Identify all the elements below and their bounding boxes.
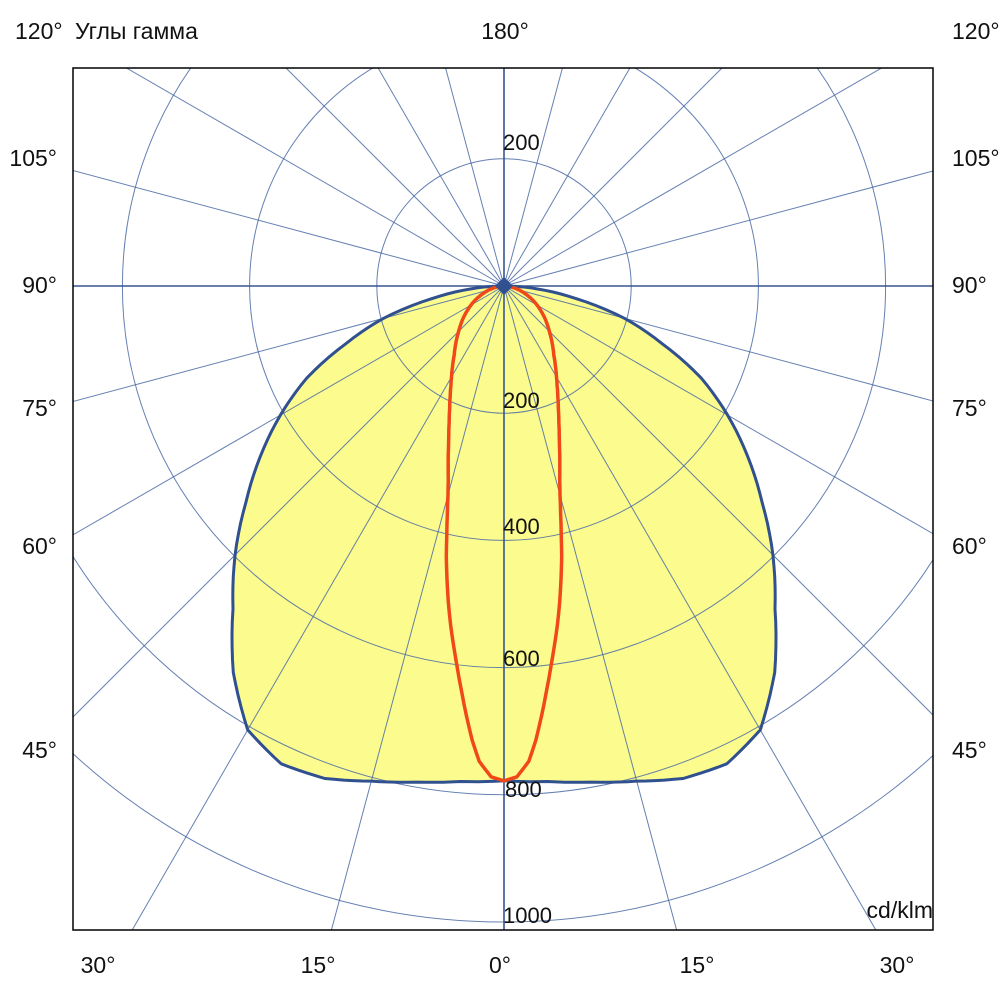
angle-label-top-left: 120° xyxy=(15,18,63,44)
grid-ray xyxy=(503,68,563,287)
angle-label-right: 75° xyxy=(952,395,987,421)
grid-ray xyxy=(125,68,505,287)
grid-ray xyxy=(503,68,631,287)
angle-label-right: 60° xyxy=(952,533,987,559)
grid-ray xyxy=(503,170,933,287)
angle-label-bottom: 15° xyxy=(679,952,715,978)
grid-ray xyxy=(377,68,505,287)
angle-label-bottom: 30° xyxy=(879,952,915,978)
ring-value-label: 200 xyxy=(503,388,540,413)
grid-ray xyxy=(73,169,505,287)
grid-ray xyxy=(503,68,883,287)
grid-ray xyxy=(73,285,505,718)
ring-value-label: 1000 xyxy=(503,903,552,928)
ring-value-label: 400 xyxy=(503,514,540,539)
angle-label-bottom: 30° xyxy=(80,952,116,978)
ring-value-label: 800 xyxy=(505,777,542,802)
angle-label-right: 45° xyxy=(952,737,987,763)
ring-value-label: 600 xyxy=(503,646,540,671)
grid-ray xyxy=(73,285,505,403)
pole-marker xyxy=(495,277,513,295)
chart-title: Углы гамма xyxy=(75,18,198,44)
angle-label-left: 105° xyxy=(9,145,57,171)
angle-label-left: 75° xyxy=(22,395,57,421)
angle-label-top-right: 120° xyxy=(952,18,1000,44)
ring-value-label: 200 xyxy=(503,130,540,155)
angle-label-left: 45° xyxy=(22,737,57,763)
grid-ray xyxy=(445,68,505,287)
angle-label-bottom: 15° xyxy=(300,952,336,978)
angle-label-top-center: 180° xyxy=(481,18,529,44)
grid-ray xyxy=(503,285,933,402)
grid-ray xyxy=(285,68,505,287)
grid-ray xyxy=(73,285,505,536)
angle-label-left: 60° xyxy=(22,533,57,559)
grid-ray xyxy=(503,285,877,930)
grid-ray xyxy=(131,285,505,930)
grid-ray xyxy=(503,285,933,535)
narrow-beam-curve xyxy=(444,284,564,783)
angle-label-right: 90° xyxy=(952,272,987,298)
unit-label: cd/klm xyxy=(866,897,933,923)
angle-label-left: 90° xyxy=(22,272,57,298)
chart-frame xyxy=(72,67,934,931)
grid-ray xyxy=(503,68,723,287)
grid-ray xyxy=(503,285,933,716)
angle-label-right: 105° xyxy=(952,145,1000,171)
angle-label-bottom: 0° xyxy=(489,952,511,978)
